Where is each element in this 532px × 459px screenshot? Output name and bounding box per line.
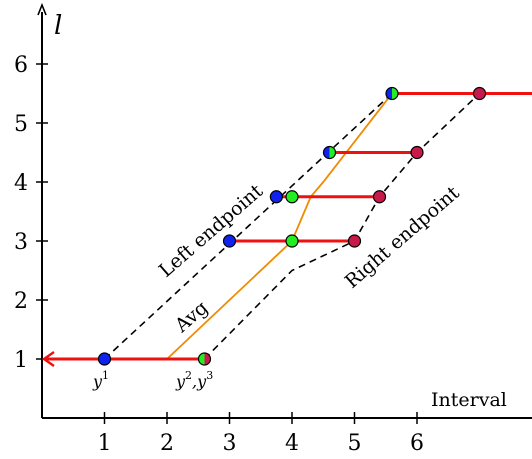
y-tick-label-3: 3 — [14, 230, 28, 255]
split-marker-0 — [197, 352, 212, 366]
y-axis-label: l — [54, 11, 62, 41]
left-endpoint-label: Left endpoint — [155, 180, 268, 282]
series-line-right-endpoint — [203, 92, 481, 360]
series-line-left-endpoint — [103, 92, 393, 360]
x-tick-label-4: 4 — [285, 431, 299, 456]
left-marker-0 — [97, 352, 112, 366]
left-avg-marker-4 — [385, 86, 399, 101]
y-tick-label-4: 4 — [14, 171, 28, 196]
split-marker-0-right-half — [204, 353, 211, 365]
x-tick-label-6: 6 — [410, 431, 424, 456]
split-marker-0-left-half — [198, 353, 205, 365]
avg-marker-1 — [285, 234, 299, 248]
left-avg-marker-4-outline — [385, 86, 399, 101]
y-tick-label-6: 6 — [14, 53, 28, 78]
x-axis-label: Interval — [431, 389, 507, 411]
y2-y3-label: y2,y3 — [175, 369, 213, 391]
y-axis-arrow-icon — [37, 2, 47, 16]
interval-arrow-left-icon — [41, 351, 55, 367]
y1-label: y1 — [92, 369, 109, 391]
y-tick-label-5: 5 — [14, 112, 28, 137]
y-ticks: 1 2 3 4 5 6 — [14, 53, 48, 373]
left-marker-1 — [222, 234, 237, 248]
interval-layer — [41, 92, 532, 367]
y23-sep: , — [192, 372, 197, 391]
y3-sup: 3 — [206, 369, 213, 382]
x-ticks: 1 2 3 4 5 6 — [98, 412, 424, 456]
right-marker-2 — [372, 190, 387, 204]
avg-label: Avg — [170, 297, 212, 338]
y2-base: y — [175, 372, 186, 391]
left-avg-marker-3-outline — [322, 145, 337, 160]
right-marker-4 — [472, 86, 487, 101]
right-marker-3 — [410, 145, 424, 160]
x-tick-label-5: 5 — [348, 431, 362, 456]
left-avg-marker-3-left-half — [323, 146, 330, 159]
y-tick-label-1: 1 — [14, 348, 28, 373]
left-avg-marker-3 — [322, 145, 337, 160]
x-tick-label-2: 2 — [160, 431, 174, 456]
y1-sup: 1 — [102, 369, 109, 382]
split-marker-0-outline — [197, 352, 212, 366]
x-tick-label-3: 3 — [223, 431, 237, 456]
y2-sup: 2 — [185, 369, 192, 382]
marker-layer — [97, 86, 487, 366]
y3-base: y — [196, 372, 207, 391]
right-marker-1 — [347, 234, 362, 248]
avg-marker-2 — [285, 190, 299, 204]
left-avg-marker-4-right-half — [392, 87, 398, 100]
axes: l Interval — [37, 2, 532, 419]
left-marker-2 — [269, 190, 283, 204]
x-tick-label-1: 1 — [98, 431, 112, 456]
left-avg-marker-4-left-half — [386, 87, 392, 100]
y1-base: y — [92, 372, 103, 391]
y-tick-label-2: 2 — [14, 289, 28, 314]
left-avg-marker-3-right-half — [329, 146, 336, 159]
